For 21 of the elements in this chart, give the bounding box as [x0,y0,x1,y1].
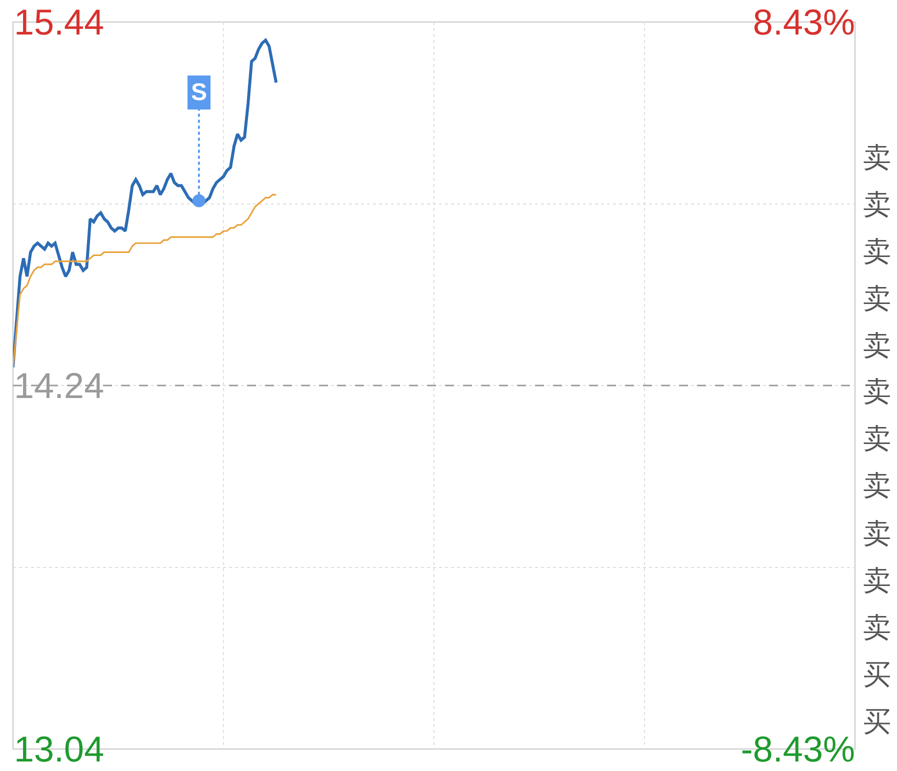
text: 卖 [863,330,891,361]
y2-tick-label: 8.43% [752,2,855,43]
text: 买 [863,706,891,737]
text: 买 [863,659,891,690]
text: 卖 [863,236,891,267]
line-series [13,194,277,368]
y-tick-label: 14.24 [14,365,104,406]
text: 卖 [863,565,891,596]
line-series [13,38,278,369]
text: 卖 [863,423,891,454]
text: S [191,79,208,106]
y2-tick-label: -8.43% [740,728,855,770]
text: 卖 [863,189,891,220]
y-tick-label: 13.04 [14,728,104,770]
text: 卖 [863,142,891,173]
y-tick-label: 15.44 [14,2,104,43]
text: 卖 [863,470,891,501]
text: 卖 [863,376,891,407]
text: 卖 [863,283,891,314]
text: 卖 [863,518,891,549]
text: 卖 [863,612,891,643]
